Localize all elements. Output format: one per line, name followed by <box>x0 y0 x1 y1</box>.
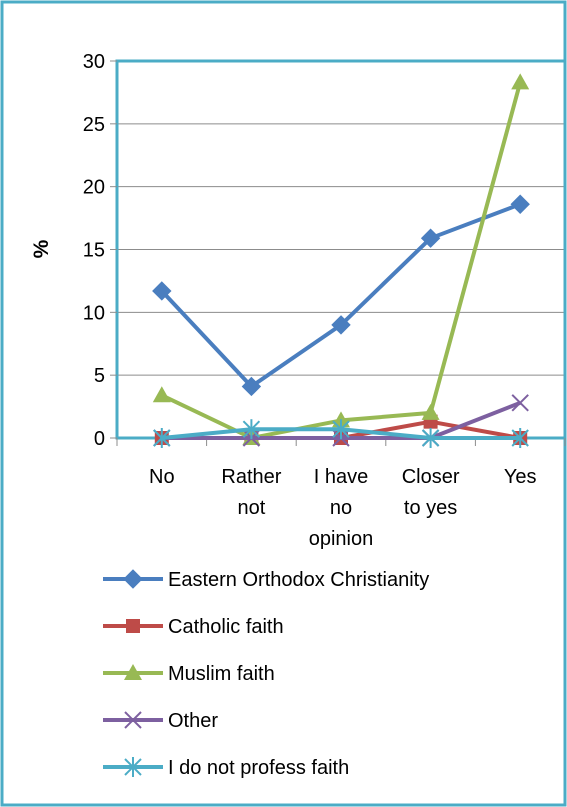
series-0 <box>152 194 530 397</box>
y-tick-label: 10 <box>83 302 105 324</box>
legend-label: Other <box>168 710 218 732</box>
y-tick-label: 15 <box>83 240 105 262</box>
data-point <box>241 376 262 397</box>
data-point <box>421 428 440 448</box>
x-tick-label: I have <box>314 466 368 488</box>
legend-label: Eastern Orthodox Christianity <box>168 569 429 591</box>
data-point <box>510 194 530 214</box>
data-point <box>153 428 171 448</box>
data-point <box>242 419 261 440</box>
legend: Eastern Orthodox Christianity Catholic fa… <box>103 569 429 779</box>
legend-marker <box>124 711 142 729</box>
gridlines <box>117 123 565 376</box>
legend-label: Catholic faith <box>168 616 284 638</box>
legend-item: Other <box>103 710 218 732</box>
series-4 <box>153 419 529 448</box>
x-tick-label: Yes <box>504 466 537 488</box>
legend-marker <box>124 757 142 777</box>
legend-item: Eastern Orthodox Christianity <box>103 569 429 591</box>
legend-item: Catholic faith <box>103 616 284 638</box>
x-tick-label: no <box>330 497 352 519</box>
legend-marker <box>126 619 140 633</box>
data-point <box>511 394 529 412</box>
data-point <box>420 228 441 248</box>
y-tick-label: 30 <box>83 51 105 73</box>
data-point <box>152 386 171 403</box>
x-tick-label: Closer <box>402 466 460 488</box>
y-tick-label: 0 <box>94 428 105 450</box>
y-tick-label: 5 <box>94 365 105 387</box>
x-tick-label: not <box>237 497 265 519</box>
legend-item: Muslim faith <box>103 663 275 685</box>
data-point <box>511 428 529 448</box>
y-tick-label: 25 <box>83 114 105 136</box>
data-point <box>331 315 351 335</box>
series-lines <box>152 73 530 448</box>
legend-item: I do not profess faith <box>103 757 349 779</box>
data-point <box>421 403 440 420</box>
data-point <box>511 73 530 90</box>
y-tick-label: 20 <box>83 177 105 199</box>
legend-label: Muslim faith <box>168 663 275 685</box>
data-point <box>332 419 350 440</box>
x-tick-label: Rather <box>221 466 281 488</box>
x-tick-label: to yes <box>404 497 457 519</box>
x-tick-label: No <box>149 466 175 488</box>
legend-marker <box>123 569 143 589</box>
legend-marker <box>124 664 142 680</box>
axes: 0 5 10 15 20 25 30 No Rather not I have no opinion Cl… <box>83 51 566 550</box>
y-axis-title: % <box>30 239 53 258</box>
data-point <box>152 281 172 301</box>
legend-label: I do not profess faith <box>168 757 349 779</box>
x-tick-label: opinion <box>309 528 374 550</box>
